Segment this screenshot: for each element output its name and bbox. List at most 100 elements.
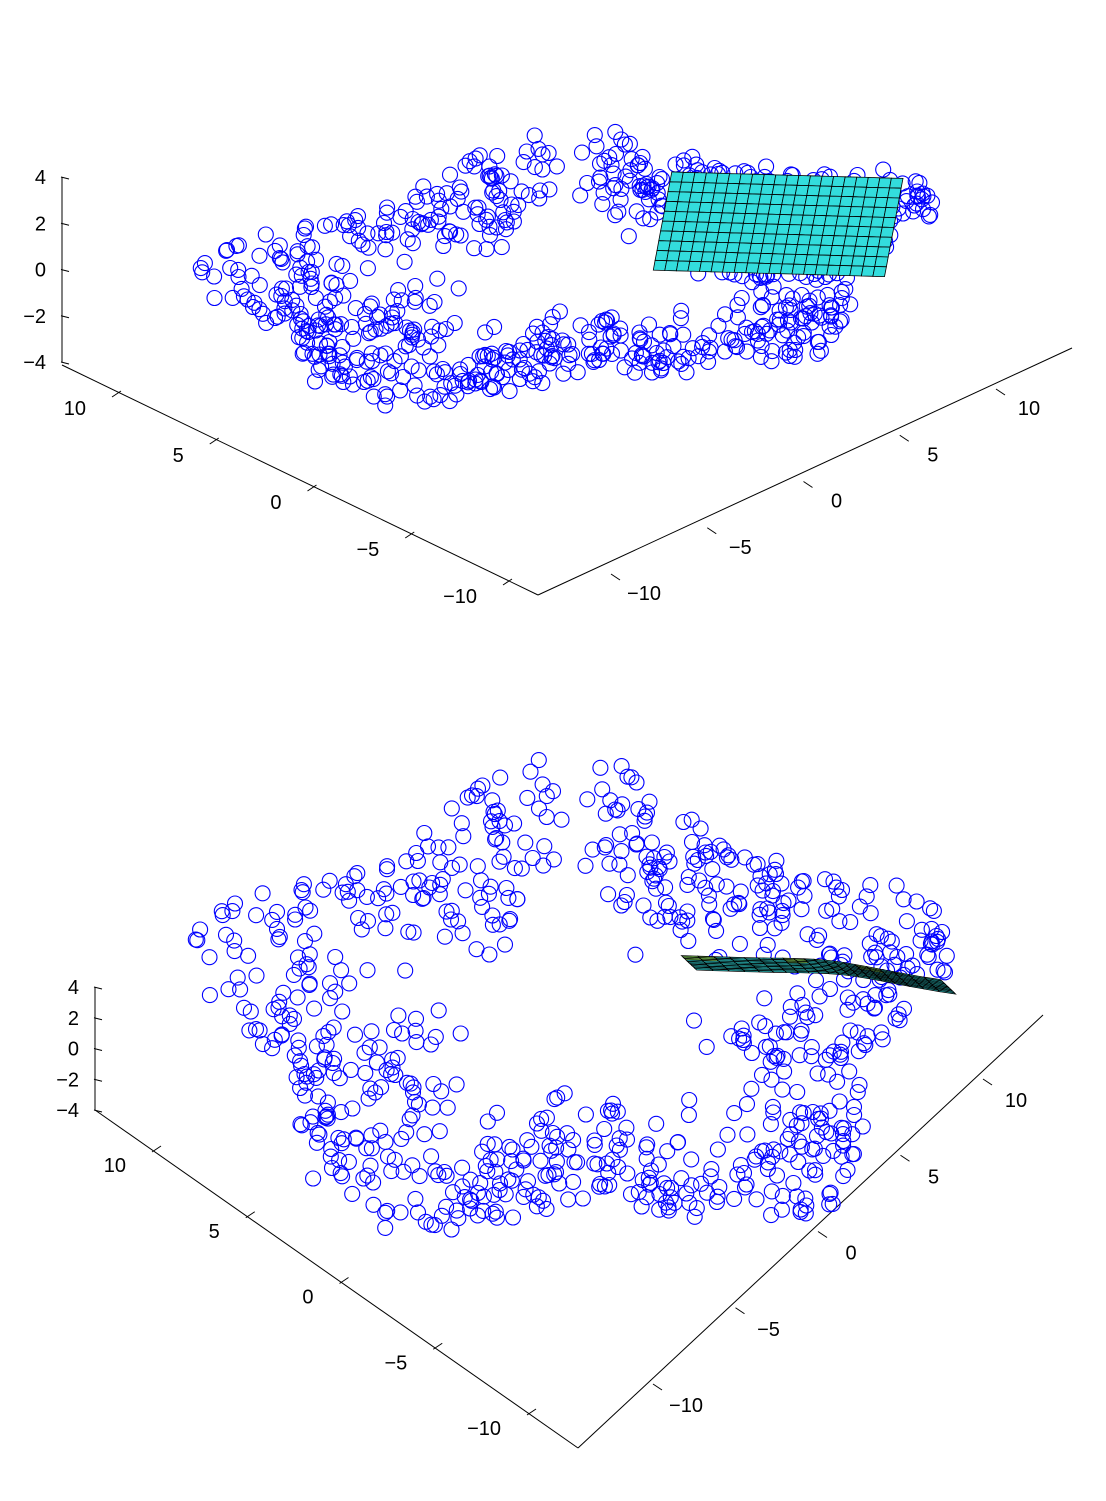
left-tick-label: −10 (467, 1418, 501, 1440)
data-point (337, 876, 354, 893)
data-point (809, 333, 826, 351)
data-point (908, 893, 925, 910)
data-point (818, 1124, 835, 1141)
data-point (647, 880, 665, 897)
data-point (541, 355, 558, 372)
data-point (295, 876, 312, 893)
data-point (738, 343, 755, 360)
data-point (298, 1068, 315, 1085)
data-point (363, 345, 380, 362)
data-point (276, 300, 293, 317)
data-point (446, 377, 463, 394)
data-point (292, 1116, 309, 1133)
data-point (378, 204, 395, 221)
data-point (494, 834, 511, 851)
patch-cell (741, 222, 756, 234)
data-point (515, 335, 532, 353)
patch-cell (872, 266, 887, 278)
patch-cell (771, 184, 786, 196)
right-tick-label: −5 (729, 537, 752, 559)
data-point (486, 166, 503, 183)
data-point (379, 858, 396, 875)
patch-cell (742, 213, 758, 225)
z-tick (60, 315, 70, 319)
data-point (938, 947, 955, 964)
data-point (538, 1200, 555, 1217)
data-point (321, 872, 338, 889)
data-point (268, 286, 285, 303)
data-point (291, 960, 308, 977)
data-point (598, 1155, 615, 1172)
data-point (317, 316, 334, 333)
data-point (420, 216, 437, 233)
data-point (851, 1076, 868, 1093)
data-point (795, 872, 812, 890)
data-point (765, 1104, 782, 1121)
data-point (619, 1165, 636, 1182)
left-tick (339, 1277, 349, 1284)
data-point (560, 355, 577, 372)
data-point (495, 204, 512, 221)
data-point (824, 900, 841, 918)
patch-cell (829, 185, 844, 197)
data-point (732, 883, 749, 900)
data-point (612, 342, 629, 359)
data-point (288, 1069, 305, 1086)
patch-cell (675, 201, 690, 213)
data-point (466, 240, 483, 257)
data-point (498, 342, 515, 360)
data-point (248, 907, 265, 924)
data-point (598, 837, 615, 854)
data-point (633, 1198, 650, 1215)
data-point (636, 160, 653, 177)
data-point (718, 849, 735, 866)
data-point (596, 1120, 613, 1138)
data-point (679, 876, 696, 893)
data-point (461, 372, 478, 389)
data-point (247, 1021, 265, 1038)
data-point (340, 1153, 357, 1170)
data-point (758, 325, 775, 342)
data-point (327, 983, 344, 1000)
data-point (477, 324, 494, 341)
data-point (268, 920, 286, 937)
patch-cell (781, 194, 796, 206)
patch-cell (668, 240, 683, 252)
data-point (341, 892, 358, 909)
data-point (595, 184, 612, 201)
data-point (559, 1125, 576, 1142)
data-point (546, 1091, 563, 1108)
data-point (526, 159, 543, 176)
data-point (528, 344, 545, 361)
data-point (334, 1003, 351, 1020)
data-point (334, 884, 351, 901)
data-point (694, 335, 711, 352)
data-point (378, 861, 396, 878)
data-point (612, 191, 629, 208)
patch-cell (758, 193, 773, 205)
data-point (333, 962, 350, 979)
patch-cell (729, 222, 744, 234)
left-tick (111, 390, 122, 398)
data-point (873, 1024, 890, 1041)
data-point (683, 1151, 700, 1168)
data-point (709, 1141, 726, 1158)
data-point (807, 1166, 824, 1183)
data-point (928, 927, 945, 945)
data-point (438, 1198, 455, 1215)
data-point (681, 1091, 698, 1109)
data-point (623, 769, 640, 786)
data-point (827, 318, 844, 335)
data-point (520, 187, 537, 204)
data-point (812, 1110, 830, 1127)
data-point (291, 278, 308, 295)
patch-cell (842, 176, 858, 188)
data-point (379, 199, 396, 216)
data-point (519, 789, 536, 806)
data-point (835, 1132, 852, 1150)
data-point (846, 1106, 863, 1124)
data-point (913, 921, 930, 938)
data-point (565, 1132, 582, 1149)
data-point (372, 1122, 389, 1139)
data-point (863, 948, 880, 965)
